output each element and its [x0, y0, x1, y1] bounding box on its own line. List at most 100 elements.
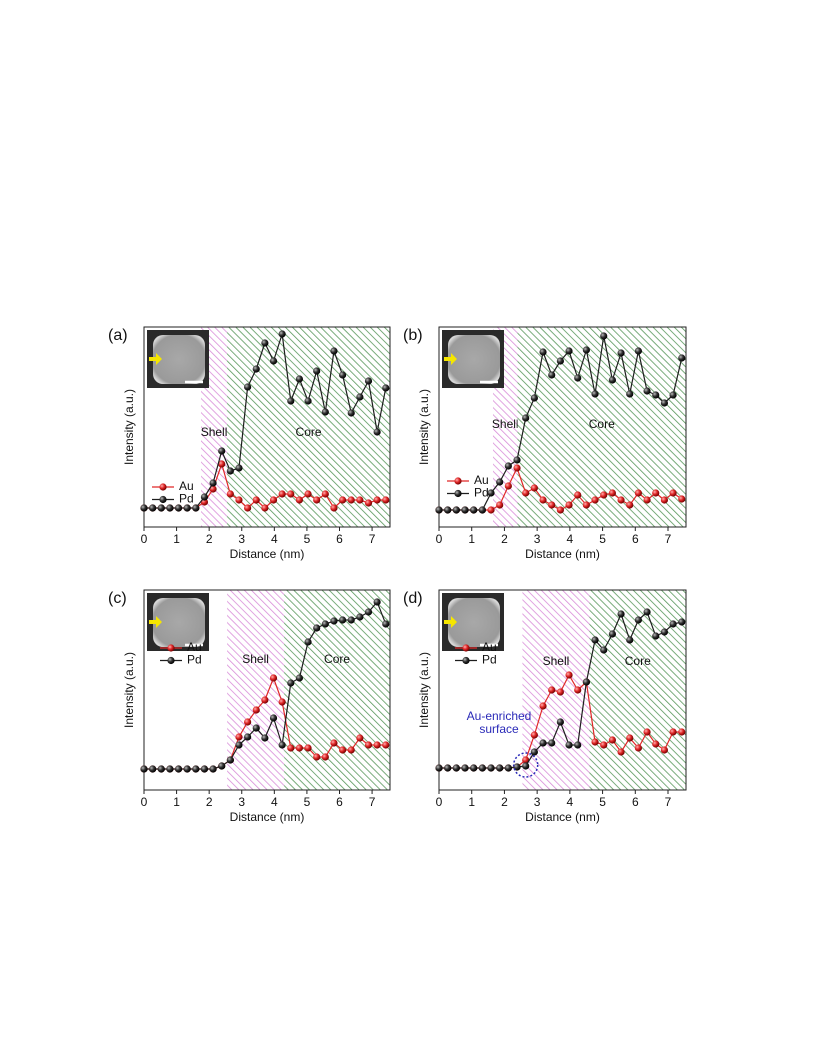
- data-point: [321, 753, 329, 761]
- data-point: [652, 391, 660, 399]
- data-point: [600, 491, 608, 499]
- data-point: [669, 620, 677, 628]
- data-point: [356, 734, 364, 742]
- data-point: [608, 376, 616, 384]
- data-point: [278, 330, 286, 338]
- data-point: [235, 464, 243, 472]
- x-tick-label: 2: [206, 795, 213, 809]
- data-point: [330, 347, 338, 355]
- x-tick-label: 4: [271, 795, 278, 809]
- region-label: Core: [589, 417, 615, 431]
- data-point: [269, 714, 278, 722]
- plot-frame: [438, 326, 687, 528]
- data-point: [530, 748, 538, 756]
- data-point: [321, 490, 329, 498]
- data-point: [652, 489, 660, 497]
- region-label: Core: [324, 652, 350, 666]
- data-point: [591, 390, 599, 398]
- legend-label: Pd: [482, 653, 497, 667]
- data-point: [660, 496, 669, 504]
- data-point: [321, 408, 329, 416]
- data-point: [347, 496, 355, 504]
- data-point: [338, 616, 347, 624]
- data-point: [244, 718, 252, 726]
- y-axis-label: Intensity (a.u.): [122, 652, 136, 728]
- data-point: [487, 506, 495, 514]
- data-point: [382, 620, 390, 628]
- data-point: [261, 734, 269, 742]
- data-point: [192, 765, 200, 773]
- inset-arrow: [149, 616, 162, 628]
- x-axis-label: Distance (nm): [230, 810, 305, 824]
- data-point: [295, 496, 304, 504]
- data-point: [200, 765, 209, 773]
- data-point: [548, 501, 556, 509]
- data-point: [634, 489, 642, 497]
- data-point: [600, 741, 608, 749]
- data-point: [183, 765, 191, 773]
- data-point: [304, 490, 312, 498]
- data-point: [652, 632, 660, 640]
- data-point: [522, 756, 530, 764]
- data-point: [313, 753, 321, 761]
- x-tick-label: 0: [436, 532, 443, 546]
- data-point: [140, 765, 148, 773]
- x-tick-label: 4: [567, 532, 574, 546]
- data-point: [140, 504, 148, 512]
- data-point: [626, 390, 634, 398]
- data-point: [539, 496, 547, 504]
- x-tick-label: 0: [436, 795, 443, 809]
- data-point: [382, 741, 390, 749]
- legend-marker: [159, 483, 167, 491]
- data-point: [373, 741, 381, 749]
- data-point: [617, 496, 625, 504]
- data-point: [591, 636, 599, 644]
- y-axis-label: Intensity (a.u.): [417, 652, 431, 728]
- x-tick-label: 7: [665, 795, 672, 809]
- data-point: [364, 377, 373, 385]
- data-point: [548, 739, 556, 747]
- legend-label: Pd: [179, 492, 194, 506]
- data-point: [218, 460, 226, 468]
- data-point: [626, 734, 634, 742]
- data-point: [574, 741, 582, 749]
- data-point: [452, 506, 460, 514]
- data-point: [634, 347, 642, 355]
- data-point: [149, 765, 157, 773]
- data-point: [591, 496, 599, 504]
- data-point: [347, 746, 355, 754]
- data-point: [157, 504, 165, 512]
- data-point: [522, 414, 530, 422]
- data-point: [364, 499, 373, 507]
- x-tick-label: 3: [238, 795, 245, 809]
- panel-label: (d): [403, 590, 423, 607]
- data-point: [183, 504, 191, 512]
- data-point: [504, 462, 512, 470]
- data-point: [313, 496, 321, 504]
- x-tick-label: 7: [369, 795, 376, 809]
- x-tick-label: 1: [173, 795, 180, 809]
- data-point: [313, 624, 321, 632]
- data-point: [278, 490, 286, 498]
- x-tick-label: 5: [304, 795, 311, 809]
- data-point: [617, 610, 625, 618]
- data-point: [244, 383, 252, 391]
- data-point: [218, 762, 226, 770]
- x-tick-label: 6: [632, 795, 639, 809]
- legend-marker: [454, 489, 462, 498]
- panel-label: (b): [403, 327, 423, 344]
- data-point: [678, 354, 686, 362]
- data-point: [347, 616, 355, 624]
- data-point: [209, 485, 217, 493]
- data-point: [321, 620, 329, 628]
- legend-marker: [167, 656, 175, 665]
- data-point: [252, 496, 260, 504]
- data-point: [565, 671, 573, 679]
- data-point: [373, 496, 381, 504]
- region-label: Core: [296, 425, 322, 439]
- x-tick-label: 6: [336, 532, 343, 546]
- panel-label: (c): [108, 590, 127, 607]
- data-point: [582, 346, 590, 354]
- y-axis-label: Intensity (a.u.): [417, 389, 431, 465]
- legend-label: Au: [187, 640, 202, 654]
